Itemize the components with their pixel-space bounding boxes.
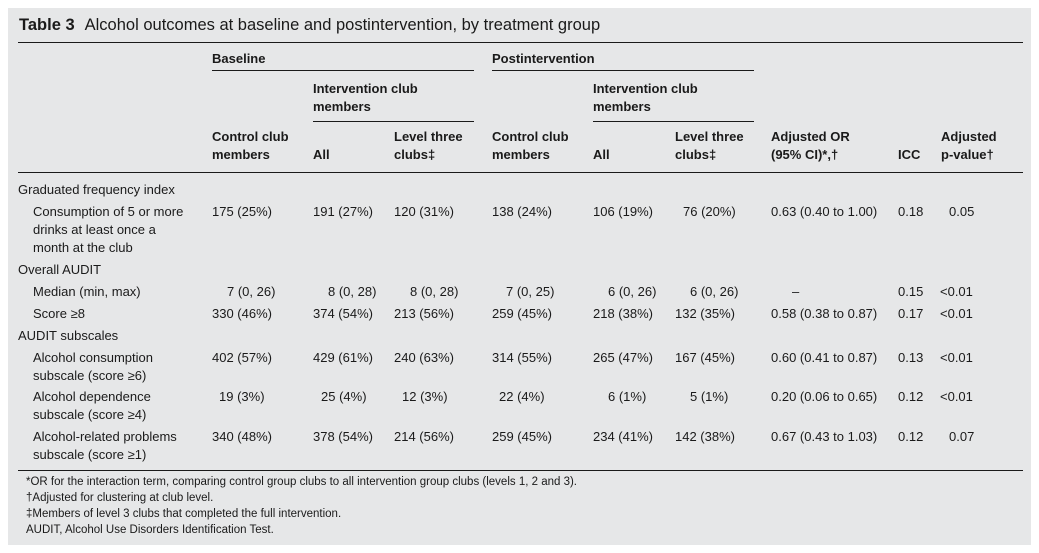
cell-median-p: <0.01 [940,284,973,299]
cell-alc-consumption-p-control: 314 (55%) [492,350,552,365]
cell-alc-problems-b-control: 340 (48%) [212,429,272,444]
cell-alc-dependence-icc: 0.12 [898,389,924,404]
col-baseline-all: All [313,147,330,162]
bottom-rule [18,470,1023,471]
postintervention-rule [492,70,754,71]
cell-consumption-b-all: 191 (27%) [313,204,373,219]
cell-consumption-icc: 0.18 [898,204,924,219]
cell-score8-b-level3: 213 (56%) [394,306,454,321]
cell-median-or: – [792,284,800,299]
cell-consumption-p-control: 138 (24%) [492,204,552,219]
table-caption: Alcohol outcomes at baseline and postint… [84,16,601,34]
cell-consumption-or: 0.63 (0.40 to 1.00) [771,204,878,219]
cell-alc-problems-p-control: 259 (45%) [492,429,552,444]
baseline-intervention-rule [313,121,474,122]
header-baseline: Baseline [212,51,266,66]
footnote-audit: AUDIT, Alcohol Use Disorders Identificat… [26,524,274,536]
cell-alc-dependence-p-control: 22 (4%) [499,389,545,404]
col-post-level3: Level three clubs‡ [675,129,744,162]
cell-alc-consumption-icc: 0.13 [898,350,924,365]
cell-alc-consumption-b-level3: 240 (63%) [394,350,454,365]
header-rule [18,172,1023,173]
cell-alc-problems-p: 0.07 [949,429,975,444]
cell-score8-b-control: 330 (46%) [212,306,272,321]
col-post-all: All [593,147,610,162]
cell-median-b-control: 7 (0, 26) [227,284,276,299]
cell-score8-p-all: 218 (38%) [593,306,653,321]
cell-alc-problems-p-all: 234 (41%) [593,429,653,444]
baseline-rule [212,70,474,71]
cell-alc-dependence-p-all: 6 (1%) [608,389,647,404]
cell-median-p-control: 7 (0, 25) [506,284,555,299]
row-label-consumption: Consumption of 5 or more drinks at least… [33,204,184,255]
cell-score8-or: 0.58 (0.38 to 0.87) [771,306,878,321]
cell-score8-p-level3: 132 (35%) [675,306,735,321]
row-label-alc-dependence: Alcohol dependence subscale (score ≥4) [33,389,151,422]
cell-median-p-all: 6 (0, 26) [608,284,657,299]
cell-consumption-b-control: 175 (25%) [212,204,272,219]
cell-alc-problems-b-all: 378 (54%) [313,429,373,444]
cell-score8-p: <0.01 [940,306,973,321]
cell-alc-problems-icc: 0.12 [898,429,924,444]
row-label-alc-consumption: Alcohol consumption subscale (score ≥6) [33,350,153,383]
header-post-intervention: Intervention club members [593,81,698,114]
cell-median-b-all: 8 (0, 28) [328,284,377,299]
col-baseline-control: Control club members [212,129,289,162]
cell-score8-p-control: 259 (45%) [492,306,552,321]
row-label-score8: Score ≥8 [33,306,85,321]
col-post-control: Control club members [492,129,569,162]
cell-score8-b-all: 374 (54%) [313,306,373,321]
cell-median-icc: 0.15 [898,284,924,299]
section-overall-audit: Overall AUDIT [18,262,102,277]
cell-score8-icc: 0.17 [898,306,924,321]
footnote-clustering: †Adjusted for clustering at club level. [26,492,214,504]
post-intervention-rule [593,121,754,122]
section-gfi: Graduated frequency index [18,182,175,197]
col-baseline-level3: Level three clubs‡ [394,129,463,162]
cell-alc-consumption-p-level3: 167 (45%) [675,350,735,365]
col-icc: ICC [898,147,921,162]
header-baseline-intervention: Intervention club members [313,81,418,114]
section-audit-subscales: AUDIT subscales [18,328,119,343]
cell-alc-consumption-b-all: 429 (61%) [313,350,373,365]
footnote-or: *OR for the interaction term, comparing … [26,476,578,488]
cell-alc-dependence-p: <0.01 [940,389,973,404]
cell-consumption-p-level3: 76 (20%) [683,204,736,219]
cell-alc-problems-b-level3: 214 (56%) [394,429,454,444]
footnote-level3: ‡Members of level 3 clubs that completed… [26,508,342,520]
cell-alc-problems-p-level3: 142 (38%) [675,429,735,444]
cell-consumption-b-level3: 120 (31%) [394,204,454,219]
cell-alc-dependence-or: 0.20 (0.06 to 0.65) [771,389,878,404]
cell-alc-dependence-b-all: 25 (4%) [321,389,367,404]
col-adjusted-p: Adjusted p-value† [941,129,997,162]
cell-alc-consumption-b-control: 402 (57%) [212,350,272,365]
cell-consumption-p: 0.05 [949,204,975,219]
cell-alc-consumption-p: <0.01 [940,350,973,365]
table-label: Table 3 [19,16,75,34]
cell-median-p-level3: 6 (0, 26) [690,284,739,299]
cell-median-b-level3: 8 (0, 28) [410,284,459,299]
cell-alc-problems-or: 0.67 (0.43 to 1.03) [771,429,878,444]
row-label-median: Median (min, max) [33,284,141,299]
cell-alc-dependence-b-level3: 12 (3%) [402,389,448,404]
col-adjusted-or: Adjusted OR (95% CI)*,† [771,129,850,162]
header-postintervention: Postintervention [492,51,595,66]
table-panel: Table 3 Alcohol outcomes at baseline and … [8,8,1031,545]
table-title: Table 3 Alcohol outcomes at baseline and … [19,16,600,35]
top-rule [18,42,1023,43]
cell-alc-dependence-p-level3: 5 (1%) [690,389,729,404]
cell-alc-consumption-p-all: 265 (47%) [593,350,653,365]
cell-consumption-p-all: 106 (19%) [593,204,653,219]
row-label-alc-problems: Alcohol-related problems subscale (score… [33,429,177,462]
cell-alc-dependence-b-control: 19 (3%) [219,389,265,404]
cell-alc-consumption-or: 0.60 (0.41 to 0.87) [771,350,878,365]
